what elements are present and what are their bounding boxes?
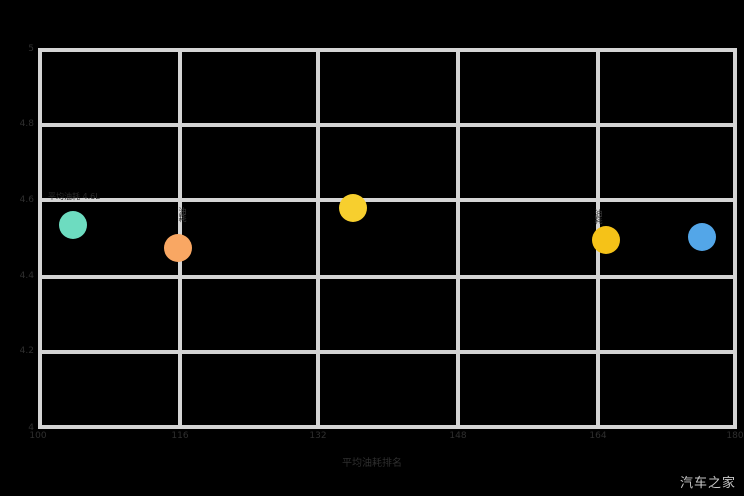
- gridline-vertical: [38, 48, 42, 429]
- x-tick-label: 132: [309, 431, 327, 441]
- x-tick-label: 148: [449, 431, 467, 441]
- y-tick-label: 4.6: [19, 195, 34, 205]
- point-orange[interactable]: [163, 234, 192, 263]
- y-tick-label: 4.4: [19, 271, 34, 281]
- gridline-horizontal: [38, 198, 737, 202]
- x-tick-label: 180: [726, 431, 744, 441]
- x-axis-title: 平均油耗排名: [342, 458, 402, 469]
- plot-area: [38, 48, 737, 429]
- gridline-vertical: [316, 48, 320, 429]
- annotation-yellow-tick: 油耗: [594, 209, 603, 223]
- x-tick-label: 116: [171, 431, 189, 441]
- gridline-horizontal: [38, 123, 737, 127]
- gridline-horizontal: [38, 425, 737, 429]
- y-tick-label: 4: [28, 423, 34, 433]
- point-yellow-1[interactable]: [338, 194, 367, 223]
- watermark: 汽车之家: [679, 476, 736, 491]
- point-yellow-2[interactable]: [591, 226, 620, 255]
- y-tick-label: 5: [28, 44, 34, 54]
- gridline-horizontal: [38, 275, 737, 279]
- annotation-orange-tick: 油耗: [178, 207, 187, 221]
- gridline-vertical: [733, 48, 737, 429]
- annotation-left: 平均油耗 4.6L: [48, 192, 100, 201]
- y-tick-label: 4.2: [19, 346, 34, 356]
- x-tick-label: 164: [589, 431, 607, 441]
- y-tick-label: 4.8: [19, 119, 34, 129]
- gridline-vertical: [456, 48, 460, 429]
- point-teal[interactable]: [58, 211, 87, 240]
- gridline-horizontal: [38, 350, 737, 354]
- point-blue[interactable]: [688, 222, 717, 251]
- gridline-horizontal: [38, 48, 737, 52]
- x-tick-label: 100: [29, 431, 47, 441]
